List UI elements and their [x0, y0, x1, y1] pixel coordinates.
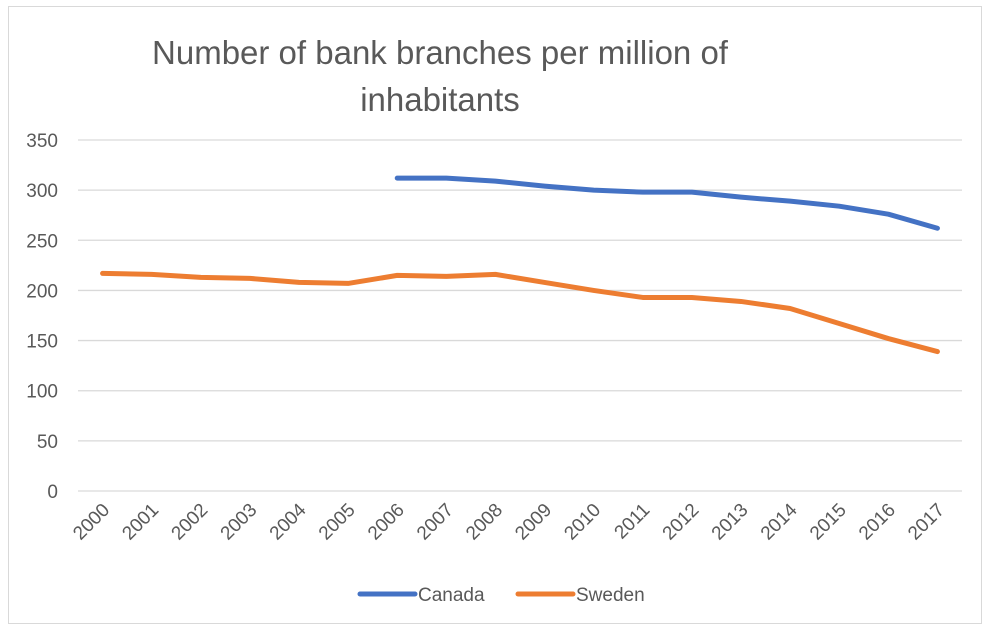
legend-label-sweden: Sweden — [576, 585, 645, 606]
x-tick-label: 2016 — [855, 500, 900, 545]
y-tick-label: 300 — [26, 181, 58, 202]
x-tick-label: 2007 — [413, 500, 458, 545]
x-tick-label: 2015 — [806, 500, 851, 545]
x-tick-label: 2010 — [560, 500, 605, 545]
x-tick-label: 2003 — [217, 500, 262, 545]
y-axis-tick-labels: 0 50 100 150 200 250 300 350 — [26, 131, 58, 503]
x-tick-label: 2012 — [659, 500, 704, 545]
y-tick-label: 150 — [26, 332, 58, 353]
x-tick-label: 2004 — [266, 499, 311, 544]
x-tick-label: 2005 — [315, 500, 360, 545]
x-tick-label: 2014 — [757, 499, 802, 544]
y-tick-label: 250 — [26, 231, 58, 252]
y-tick-label: 200 — [26, 281, 58, 302]
series-lines — [100, 175, 940, 355]
x-axis-tick-labels: 2000 2001 2002 2003 2004 2005 2006 2007 2008 2009… — [69, 499, 949, 544]
x-tick-label: 2006 — [364, 500, 409, 545]
x-tick-label: 2013 — [708, 500, 753, 545]
series-line-canada — [394, 175, 940, 231]
gridlines — [78, 139, 962, 492]
legend-label-canada: Canada — [418, 585, 485, 606]
y-tick-label: 0 — [47, 482, 58, 503]
y-tick-label: 50 — [37, 432, 58, 453]
chart-title-line-2: inhabitants — [360, 81, 520, 118]
x-tick-label: 2002 — [168, 500, 213, 545]
x-tick-label: 2001 — [118, 500, 163, 545]
x-tick-label: 2008 — [462, 500, 507, 545]
chart-title-line-1: Number of bank branches per million of — [152, 34, 729, 71]
y-tick-label: 350 — [26, 131, 58, 152]
x-tick-label: 2009 — [511, 500, 556, 545]
x-tick-label: 2011 — [611, 500, 655, 544]
x-tick-label: 2000 — [69, 500, 114, 545]
series-line-sweden — [100, 270, 940, 355]
chart-title: Number of bank branches per million of i… — [152, 34, 729, 118]
legend: Canada Sweden — [357, 585, 645, 606]
y-tick-label: 100 — [26, 382, 58, 403]
x-tick-label: 2017 — [904, 500, 949, 545]
